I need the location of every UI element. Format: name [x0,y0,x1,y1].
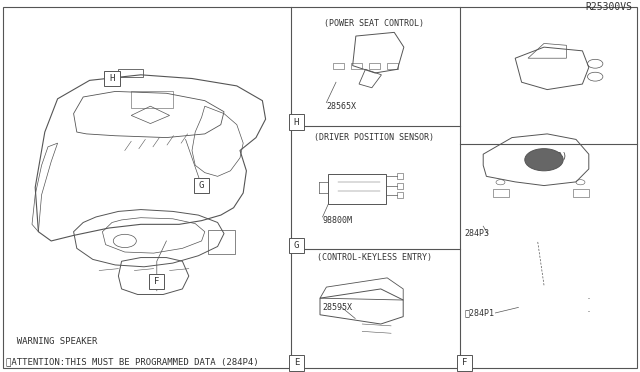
Bar [397,192,403,198]
Text: 28595X: 28595X [323,303,353,312]
Text: ※284P1: ※284P1 [465,308,495,317]
Bar [457,355,472,371]
Text: G: G [199,181,204,190]
Text: G: G [294,241,299,250]
Text: 28565X: 28565X [326,102,356,111]
Bar [289,355,304,371]
Text: ※ATTENTION:THIS MUST BE PROGRAMMED DATA (284P4): ※ATTENTION:THIS MUST BE PROGRAMMED DATA … [6,357,259,366]
Text: F: F [154,277,159,286]
Text: (DRIVER POSITION SENSOR): (DRIVER POSITION SENSOR) [314,133,435,142]
Text: H: H [109,74,115,83]
Bar [194,178,209,193]
Bar [397,183,403,189]
Bar [351,62,362,69]
Text: (POWER SEAT CONTROL): (POWER SEAT CONTROL) [324,19,424,28]
Bar [149,274,164,289]
Bar [328,174,386,204]
Bar [104,71,120,86]
Bar [118,68,143,77]
Bar [493,189,509,197]
Bar [131,92,173,108]
Bar [289,238,304,253]
Text: E: E [294,358,299,367]
Text: 98800M: 98800M [323,216,353,225]
Circle shape [525,149,563,171]
Bar [573,189,589,197]
Text: 284P3: 284P3 [465,229,490,238]
Bar [208,230,235,254]
Text: (CONTROL-KEYLESS ENTRY): (CONTROL-KEYLESS ENTRY) [317,253,432,262]
Bar [387,62,398,69]
Text: F: F [462,358,467,367]
Text: R25300VS: R25300VS [586,2,632,12]
Bar [369,62,380,69]
Text: H: H [294,118,299,126]
Bar [333,62,344,69]
Text: WARNING SPEAKER: WARNING SPEAKER [6,337,98,346]
Bar [289,114,304,130]
Bar [397,173,403,179]
Text: (ADAS 2): (ADAS 2) [527,151,567,161]
